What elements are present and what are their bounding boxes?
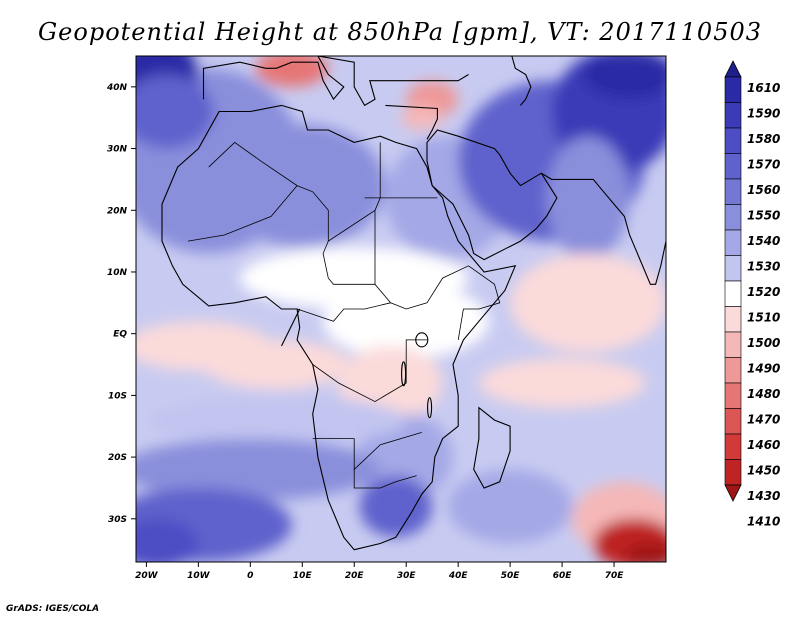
- colorbar-label: 1510: [747, 311, 780, 325]
- country-border: [322, 240, 375, 285]
- colorbar-label: 1590: [747, 107, 780, 121]
- colorbar-label: 1430: [747, 489, 780, 503]
- n-atlantic-shoulder: [136, 74, 214, 149]
- colorbar-swatch: [724, 382, 742, 409]
- se-ocean-low-core: [624, 543, 666, 562]
- colorbar-swatch: [724, 255, 742, 282]
- colorbar-label: 1570: [747, 158, 780, 172]
- band-central-africa: [323, 284, 490, 359]
- y-tick-label: 20N: [107, 206, 128, 216]
- nw-india-high: [582, 56, 666, 100]
- colorbar-swatch: [724, 331, 742, 358]
- indian-ocean-band: [478, 358, 646, 408]
- country-border: [208, 141, 381, 242]
- gulf-guinea: [203, 339, 350, 390]
- colorbar-label: 1410: [747, 515, 780, 529]
- south-atlantic-band2: [136, 438, 381, 501]
- arabia-coast: [426, 129, 558, 261]
- colorbar-bottom-arrow: [724, 484, 742, 502]
- colorbar-swatch: [724, 76, 742, 103]
- colorbar-label: 1460: [747, 438, 780, 452]
- x-tick-label: 10W: [187, 571, 211, 581]
- colorbar-label: 1560: [747, 183, 780, 197]
- madagascar-band: [447, 469, 573, 544]
- south-africa-high: [359, 475, 433, 538]
- x-tick-label: 40E: [448, 571, 469, 581]
- congo-low: [338, 346, 443, 421]
- band-sahara: [219, 123, 386, 248]
- colorbar-label: 1480: [747, 387, 780, 401]
- colorbar-label: 1540: [747, 234, 780, 248]
- gulf-mark: [281, 308, 301, 347]
- band-india: [546, 136, 630, 260]
- colorbar: 1610 1590 1580 1570 1560 1550 1540 1530 1520 1510…: [724, 60, 780, 529]
- levant-low: [401, 105, 443, 131]
- x-tick-label: 60E: [553, 571, 573, 581]
- colorbar-label: 1610: [747, 81, 780, 95]
- colorbar-swatch: [724, 153, 742, 180]
- colorbar-label: 1550: [747, 209, 780, 223]
- y-tick-label: EQ: [113, 330, 127, 340]
- colorbar-swatch: [724, 459, 742, 486]
- y-axis: 40N 30N 20N 10N EQ 10S 20S 30S: [106, 83, 136, 525]
- x-axis: 20W 10W 0 10E 20E 30E 40E 50E 60E 70E: [135, 562, 624, 581]
- arabian-sea-low: [510, 253, 666, 353]
- mediterranean-low: [255, 56, 329, 87]
- colorbar-swatch: [724, 229, 742, 256]
- y-tick-label: 10N: [107, 268, 128, 278]
- colorbar-label: 1490: [747, 362, 780, 376]
- lake-malawi: [427, 397, 433, 419]
- colorbar-swatch: [724, 357, 742, 384]
- country-border: [187, 185, 298, 242]
- madagascar-coast: [473, 406, 511, 489]
- levant-coast: [385, 104, 438, 140]
- south-asia-coast: [541, 172, 666, 285]
- y-tick-label: 40N: [106, 83, 128, 93]
- colorbar-swatch: [724, 306, 742, 333]
- colorbar-label: 1470: [747, 413, 780, 427]
- colorbar-swatch: [724, 178, 742, 205]
- grads-credit: GrADS: IGES/COLA: [6, 604, 100, 614]
- colorbar-label: 1520: [747, 285, 780, 299]
- colorbar-label: 1530: [747, 260, 780, 274]
- x-tick-label: 70E: [605, 571, 625, 581]
- colorbar-swatch: [724, 127, 742, 154]
- sw-atlantic-core: [136, 518, 199, 562]
- x-tick-label: 20W: [135, 571, 159, 581]
- map-chart: 20W 10W 0 10E 20E 30E 40E 50E 60E 70E 40N 30N 20N 10…: [106, 55, 780, 581]
- country-border: [457, 265, 501, 340]
- chart-title: Geopotential Height at 850hPa [gpm], VT:…: [38, 18, 762, 46]
- colorbar-label: 1450: [747, 464, 780, 478]
- country-border: [296, 302, 391, 322]
- x-tick-label: 0: [247, 571, 253, 581]
- field-blobs: [136, 56, 666, 562]
- sw-atlantic-high: [136, 487, 292, 562]
- map-frame: [135, 55, 667, 563]
- y-tick-label: 20S: [108, 453, 127, 463]
- colorbar-swatch: [724, 280, 742, 307]
- coastlines: [161, 56, 666, 551]
- country-border: [312, 339, 427, 403]
- south-atlantic-band1: [146, 395, 407, 445]
- x-tick-label: 10E: [293, 571, 313, 581]
- y-tick-label: 30N: [107, 145, 128, 155]
- caspian-coast: [511, 56, 532, 106]
- y-tick-label: 30S: [108, 515, 127, 525]
- colorbar-swatch: [724, 102, 742, 129]
- x-tick-label: 20E: [345, 571, 365, 581]
- europe-coast: [202, 56, 469, 107]
- height-field: [136, 56, 666, 562]
- colorbar-swatch: [724, 204, 742, 231]
- y-tick-label: 10S: [108, 391, 127, 401]
- africa-coast: [161, 104, 517, 551]
- country-border: [353, 469, 417, 489]
- colorbar-swatch: [724, 433, 742, 460]
- colorbar-swatch: [724, 408, 742, 435]
- colorbar-label: 1500: [747, 336, 780, 350]
- lake-tanganyika: [401, 361, 407, 387]
- x-tick-label: 50E: [501, 571, 521, 581]
- colorbar-label: 1580: [747, 132, 780, 146]
- colorbar-top-arrow: [724, 60, 742, 78]
- x-tick-label: 30E: [397, 571, 417, 581]
